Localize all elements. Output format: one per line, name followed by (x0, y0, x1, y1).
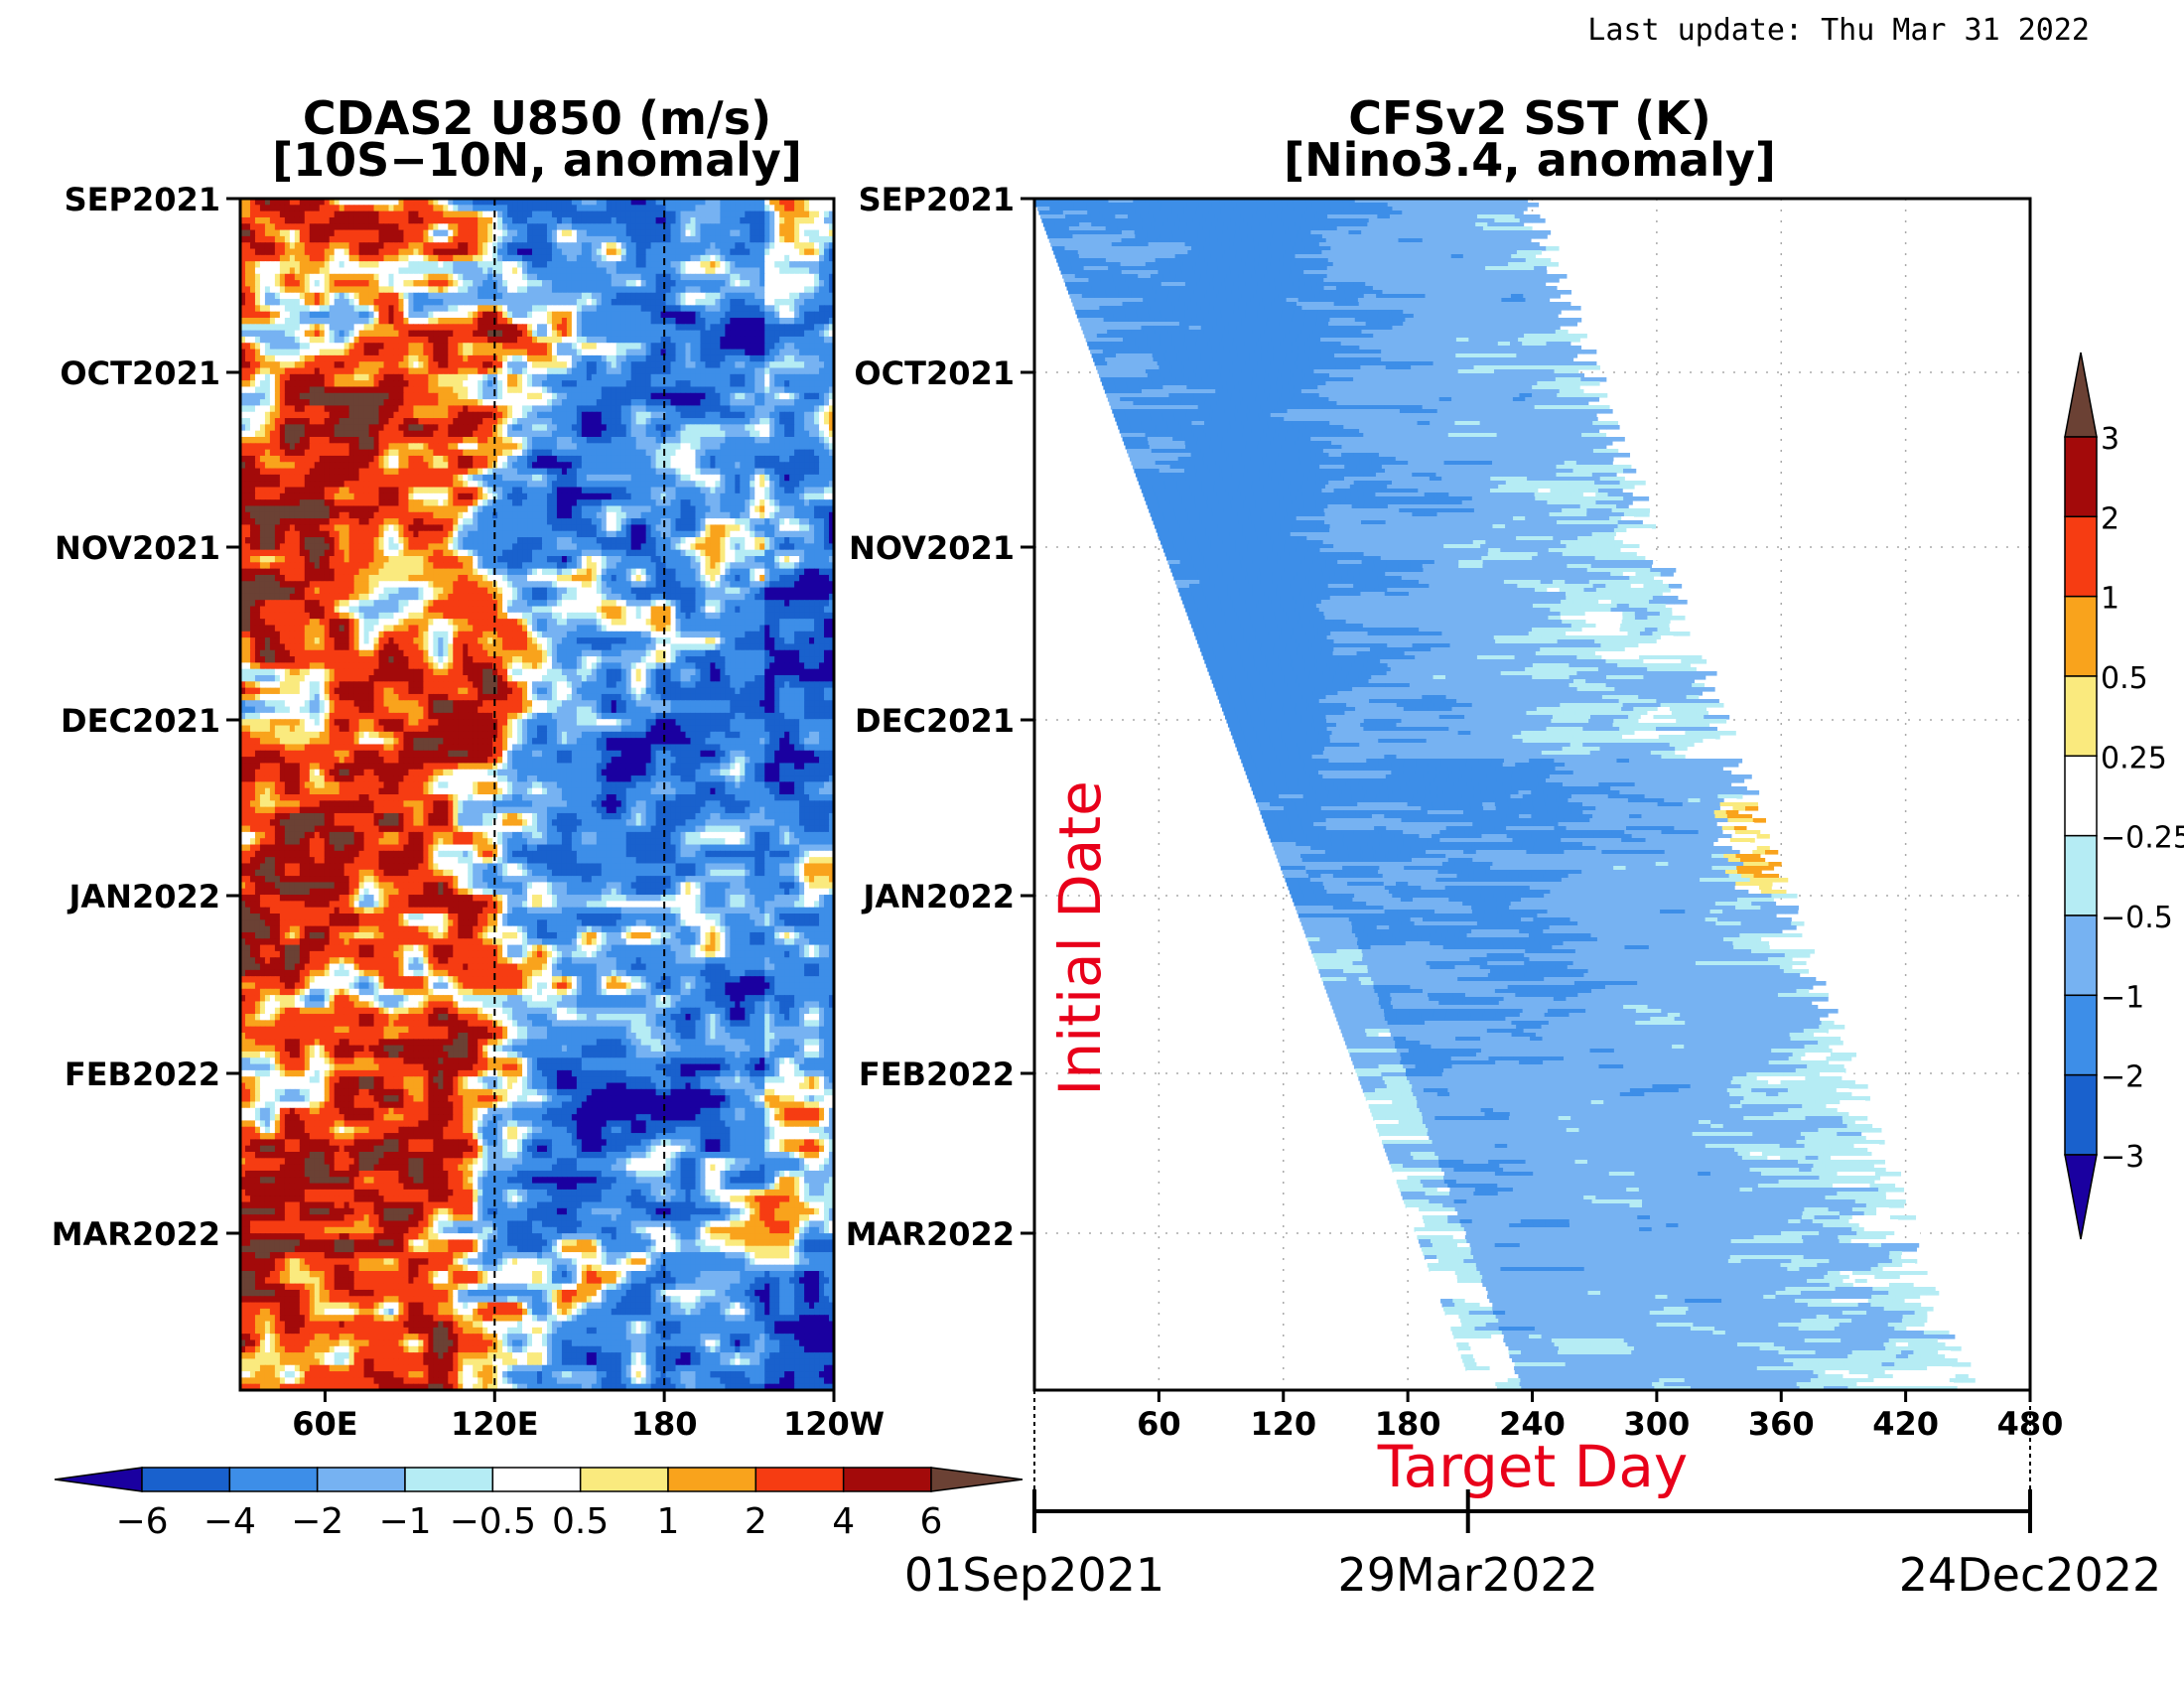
colorbar-label: 3 (2101, 422, 2119, 457)
colorbar-max-arrow (2064, 352, 2098, 438)
sst-y-tick-label: JAN2022 (861, 878, 1015, 915)
last-update-text: Last update: Thu Mar 31 2022 (1587, 13, 2090, 48)
colorbar-label: −3 (2101, 1140, 2144, 1175)
colorbar-label: 6 (920, 1501, 943, 1542)
sst-y-tick-label: FEB2022 (859, 1055, 1015, 1093)
date-axis-label: 01Sep2021 (904, 1548, 1164, 1602)
u850-y-tick-label: DEC2021 (61, 702, 220, 740)
colorbar-label: 2 (745, 1501, 767, 1542)
colorbar-swatch (2064, 595, 2098, 677)
colorbar-label: −0.25 (2101, 821, 2184, 856)
colorbar-swatch (754, 1467, 845, 1492)
colorbar-label: 2 (2101, 501, 2119, 536)
colorbar-label: 4 (832, 1501, 855, 1542)
sst-x-tick-label: 240 (1499, 1405, 1566, 1443)
u850-panel: CDAS2 U850 (m/s) [10S−10N, anomaly] SEP2… (52, 91, 1024, 1542)
colorbar-swatch (404, 1467, 494, 1492)
colorbar-swatch (2064, 515, 2098, 598)
sst-x-tick-label: 300 (1623, 1405, 1690, 1443)
u850-hovmoller-field (240, 199, 834, 1390)
sst-x-tick-label: 420 (1872, 1405, 1939, 1443)
colorbar-label: 0.5 (552, 1501, 609, 1542)
u850-reference-lines (493, 199, 666, 1390)
colorbar-swatch (316, 1467, 406, 1492)
colorbar-swatch (2064, 1073, 2098, 1156)
colorbar-label: −1 (2101, 980, 2144, 1015)
sst-title: CFSv2 SST (K) (1348, 91, 1711, 145)
colorbar-swatch (228, 1467, 319, 1492)
colorbar-label: 0.25 (2101, 741, 2167, 775)
sst-panel: CFSv2 SST (K) [Nino3.4, anomaly] SEP2021… (846, 91, 2184, 1602)
sst-x-axis: 60 120 180 240 300 360 420 480 (1033, 1390, 2063, 1511)
sst-y-tick-label: OCT2021 (854, 354, 1015, 392)
colorbar-label: −1 (378, 1501, 431, 1542)
sst-colorbar: 3 2 1 0.5 0.25 −0.25 −0.5 −1 −2 −3 (2064, 352, 2184, 1240)
u850-x-axis: 60E 120E 180 120W (292, 1390, 885, 1443)
sst-y-tick-label: SEP2021 (859, 181, 1015, 218)
colorbar-swatch (2064, 834, 2098, 916)
sst-x-tick-label: 180 (1375, 1405, 1441, 1443)
u850-x-tick-label: 180 (631, 1405, 698, 1443)
colorbar-min-arrow (54, 1467, 143, 1492)
colorbar-label: −2 (2101, 1060, 2144, 1095)
u850-y-tick-label: NOV2021 (55, 529, 220, 567)
sst-y-tick-label: DEC2021 (855, 702, 1015, 740)
colorbar-min-arrow (2064, 1154, 2098, 1240)
colorbar-label: 1 (657, 1501, 680, 1542)
colorbar-label: −0.5 (2101, 901, 2173, 935)
u850-x-tick-label: 60E (292, 1405, 357, 1443)
u850-y-axis: SEP2021 OCT2021 NOV2021 DEC2021 JAN2022 FEB20… (52, 181, 240, 1253)
sst-subtitle: [Nino3.4, anomaly] (1284, 133, 1776, 187)
colorbar-label: −6 (115, 1501, 168, 1542)
colorbar-swatch (2064, 994, 2098, 1076)
colorbar-label: 0.5 (2101, 661, 2148, 696)
sst-forecast-field (1034, 199, 1976, 1390)
u850-colorbar: −6 −4 −2 −1 −0.5 0.5 1 2 4 6 (54, 1467, 1024, 1542)
colorbar-max-arrow (930, 1467, 1024, 1492)
u850-y-tick-label: FEB2022 (65, 1055, 220, 1093)
sst-xlabel: Target Day (1377, 1433, 1688, 1500)
colorbar-swatch (491, 1467, 582, 1492)
colorbar-label: 1 (2101, 582, 2119, 617)
u850-y-tick-label: SEP2021 (65, 181, 220, 218)
sst-x-tick-label: 120 (1250, 1405, 1316, 1443)
sst-y-tick-label: NOV2021 (849, 529, 1015, 567)
colorbar-swatch (579, 1467, 669, 1492)
colorbar-swatch (842, 1467, 932, 1492)
colorbar-label: −2 (291, 1501, 343, 1542)
colorbar-swatch (2064, 914, 2098, 997)
u850-plot-frame (238, 197, 836, 1392)
date-axis-label: 29Mar2022 (1338, 1548, 1598, 1602)
u850-y-tick-label: OCT2021 (60, 354, 220, 392)
colorbar-label: −0.5 (450, 1501, 536, 1542)
u850-x-tick-label: 120W (783, 1405, 885, 1443)
sst-date-axis: 01Sep2021 29Mar2022 24Dec2022 (904, 1489, 2161, 1602)
colorbar-swatch (141, 1467, 231, 1492)
colorbar-label: −4 (204, 1501, 256, 1542)
colorbar-swatch (2064, 675, 2098, 758)
colorbar-swatch (2064, 436, 2098, 518)
sst-ylabel: Initial Date (1046, 780, 1114, 1096)
u850-x-tick-label: 120E (451, 1405, 539, 1443)
sst-x-tick-label: 60 (1137, 1405, 1181, 1443)
date-axis-label: 24Dec2022 (1899, 1548, 2162, 1602)
colorbar-swatch (2064, 755, 2098, 837)
u850-y-tick-label: MAR2022 (52, 1215, 220, 1253)
u850-y-tick-label: JAN2022 (67, 878, 220, 915)
sst-x-tick-label: 360 (1748, 1405, 1815, 1443)
sst-y-axis: SEP2021 OCT2021 NOV2021 DEC2021 JAN2022 FEB20… (846, 181, 1034, 1253)
u850-subtitle: [10S−10N, anomaly] (272, 133, 802, 187)
sst-y-tick-label: MAR2022 (846, 1215, 1015, 1253)
u850-title: CDAS2 U850 (m/s) (303, 91, 771, 145)
colorbar-swatch (667, 1467, 757, 1492)
